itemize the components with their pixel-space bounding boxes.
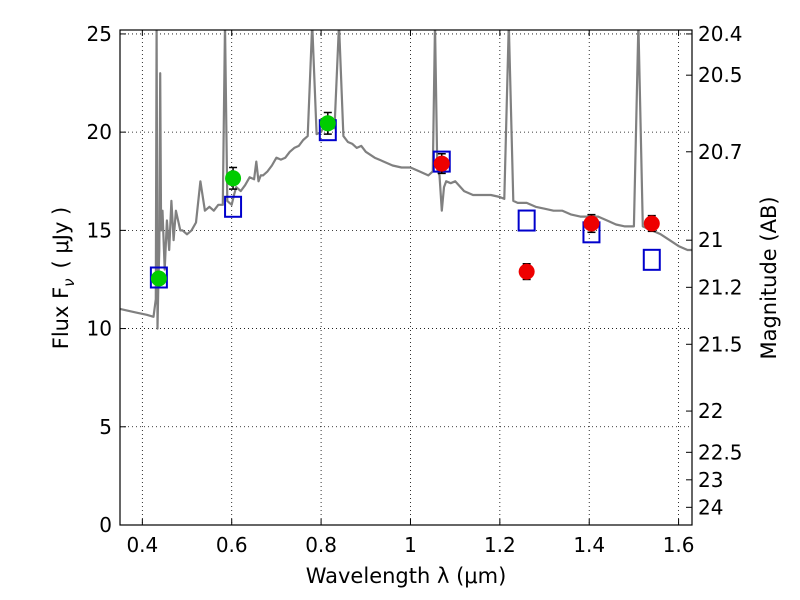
model-flux-square — [642, 248, 661, 271]
left-axis-title-subscript: ν — [60, 278, 78, 286]
x-tick-label: 1 — [404, 533, 417, 557]
x-tick-label: 0.8 — [305, 533, 337, 557]
model-flux-square — [224, 195, 243, 218]
right-tick-label: 24 — [698, 495, 723, 519]
y-tick-label: 20 — [87, 120, 112, 144]
right-axis-title: Magnitude (AB) — [757, 196, 781, 359]
observed-optical-point — [225, 170, 242, 187]
right-tick-label: 21.5 — [698, 332, 743, 356]
y-tick-label: 0 — [99, 513, 112, 537]
y-tick-label: 5 — [99, 415, 112, 439]
svg-text:Flux Fν( μJy ): Flux Fν ( μJy ) — [49, 207, 78, 350]
y-tick-label: 15 — [87, 218, 112, 242]
axis-ticks: 0.4 0.6 0.8 1 1.2 1.4 1.6 0 5 10 15 20 25 20.4 20.5 20.… — [87, 22, 743, 557]
y-tick-label: 10 — [87, 317, 112, 341]
model-spectrum — [120, 30, 692, 330]
x-tick-label: 1.2 — [484, 533, 516, 557]
right-tick-label: 20.4 — [698, 22, 743, 46]
x-tick-label: 1.6 — [663, 533, 695, 557]
observed-nir-point — [433, 155, 450, 172]
y-tick-label: 25 — [87, 22, 112, 46]
spectrum-line — [120, 30, 692, 330]
grid — [120, 30, 692, 526]
left-axis-title-unit: ( μJy ) — [49, 207, 73, 269]
left-axis-title-main: Flux F — [49, 287, 73, 349]
right-tick-label: 21.2 — [698, 275, 743, 299]
left-axis-title: Flux Fν ( μJy ) — [49, 207, 78, 350]
x-tick-label: 0.4 — [126, 533, 158, 557]
data-markers — [149, 111, 661, 289]
plot-frame — [119, 29, 693, 526]
right-tick-label: 22.5 — [698, 440, 743, 464]
model-flux-square — [517, 209, 536, 232]
right-tick-label: 23 — [698, 468, 723, 492]
x-tick-label: 0.6 — [216, 533, 248, 557]
right-tick-label: 21 — [698, 228, 723, 252]
model-flux-square — [149, 266, 168, 289]
x-tick-label: 1.4 — [573, 533, 605, 557]
observed-optical-point — [150, 270, 167, 287]
right-tick-label: 22 — [698, 399, 723, 423]
observed-nir-point — [643, 215, 660, 232]
observed-nir-point — [583, 215, 600, 232]
right-tick-label: 20.5 — [698, 63, 743, 87]
observed-optical-point — [319, 115, 336, 132]
right-tick-label: 20.7 — [698, 140, 743, 164]
x-axis-title: Wavelength λ (μm) — [306, 564, 507, 588]
observed-nir-point — [518, 263, 535, 280]
